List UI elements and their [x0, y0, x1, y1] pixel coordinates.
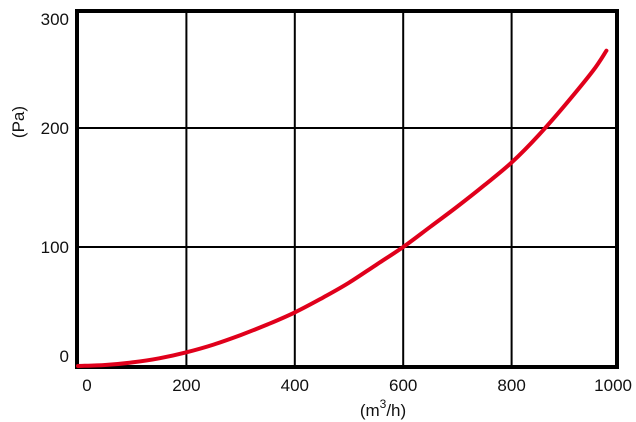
- x-tick-label: 400: [281, 376, 309, 395]
- x-tick-label: 800: [497, 376, 525, 395]
- y-tick-label: 0: [60, 347, 69, 366]
- y-axis-label: (Pa): [9, 106, 28, 138]
- series-layer: [76, 48, 609, 368]
- plot-frame: [75, 9, 619, 369]
- x-tick-label: 0: [82, 376, 91, 395]
- y-tick-label: 100: [41, 238, 69, 257]
- x-tick-label: 1000: [594, 376, 632, 395]
- plot-border: [75, 9, 619, 369]
- grid: [77, 11, 617, 367]
- x-axis-label: (m3/h): [360, 397, 406, 420]
- y-tick-labels: 0 100 200 300: [41, 10, 69, 366]
- series-line: [76, 48, 609, 368]
- x-tick-labels: 0 200 400 600 800 1000: [82, 376, 632, 395]
- x-tick-label: 600: [389, 376, 417, 395]
- y-tick-label: 200: [41, 119, 69, 138]
- x-tick-label: 200: [172, 376, 200, 395]
- y-tick-label: 300: [41, 10, 69, 29]
